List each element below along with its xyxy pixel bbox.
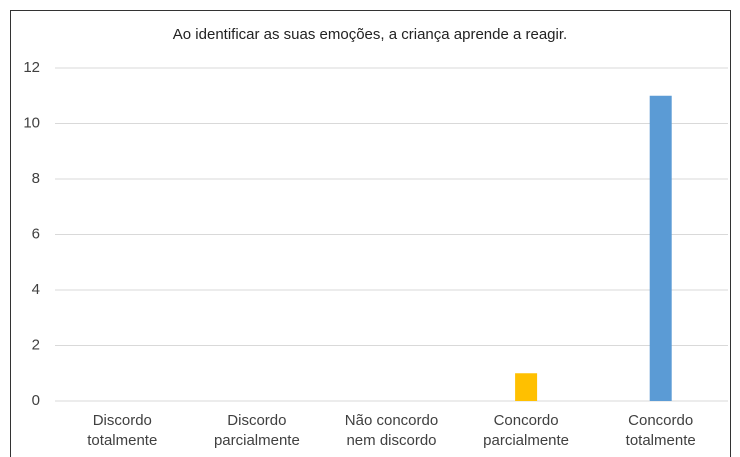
chart-border: [10, 10, 731, 457]
y-tick-label: 12: [23, 59, 40, 76]
y-tick-label: 2: [32, 336, 40, 353]
y-tick-label: 6: [32, 225, 40, 242]
x-tick-label: Discordo totalmente: [87, 412, 158, 449]
x-tick-label: Concordo totalmente: [625, 412, 696, 449]
bar: [649, 95, 672, 401]
y-tick-label: 8: [32, 170, 40, 187]
x-tick-label: Discordo parcialmente: [213, 412, 300, 449]
bar: [515, 373, 538, 401]
x-tick-label: Não concordo nem discordo: [344, 412, 439, 449]
chart-title: Ao identificar as suas emoções, a crianç…: [172, 26, 568, 43]
y-tick-label: 10: [23, 114, 40, 131]
x-tick-label: Concordo parcialmente: [483, 412, 570, 449]
y-tick-label: 4: [32, 281, 40, 298]
y-tick-label: 0: [32, 392, 40, 409]
